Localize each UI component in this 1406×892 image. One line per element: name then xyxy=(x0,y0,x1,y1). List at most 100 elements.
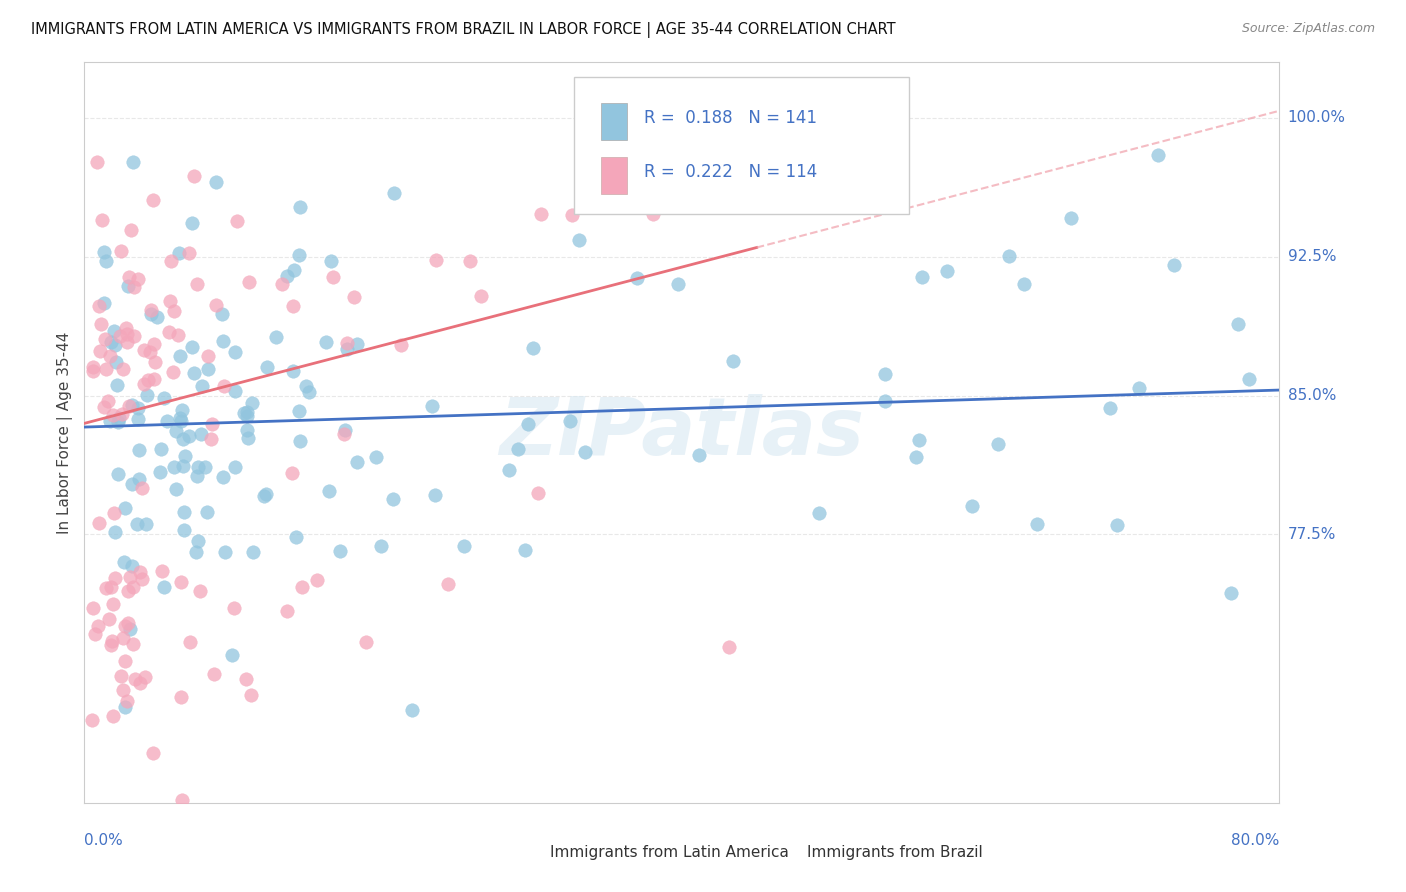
Point xyxy=(224,384,246,398)
Point xyxy=(181,340,204,354)
Point xyxy=(721,354,744,368)
Point xyxy=(236,409,259,424)
Point xyxy=(960,499,983,513)
Point xyxy=(382,186,405,201)
Point xyxy=(117,616,139,631)
Point xyxy=(641,207,664,221)
Text: 0.0%: 0.0% xyxy=(84,833,124,848)
Point xyxy=(498,463,520,477)
Point xyxy=(173,505,195,519)
Point xyxy=(91,212,114,227)
Point xyxy=(280,466,302,480)
Point xyxy=(233,406,256,420)
Point xyxy=(172,459,194,474)
Point xyxy=(235,672,257,686)
Text: Source: ZipAtlas.com: Source: ZipAtlas.com xyxy=(1241,22,1375,36)
Point xyxy=(124,279,146,293)
Text: 100.0%: 100.0% xyxy=(1288,111,1346,126)
Point xyxy=(163,304,186,318)
Point xyxy=(276,269,298,284)
Point xyxy=(128,472,150,486)
Point xyxy=(907,434,929,448)
Point xyxy=(82,364,104,378)
Point xyxy=(224,344,246,359)
Point xyxy=(153,391,176,405)
Point xyxy=(127,412,149,426)
Point xyxy=(90,317,112,331)
Point xyxy=(506,442,529,456)
Point xyxy=(96,581,118,595)
Point xyxy=(283,299,305,313)
Point xyxy=(453,539,475,553)
Point xyxy=(104,337,127,351)
Point xyxy=(332,426,354,441)
Point xyxy=(626,270,648,285)
Point xyxy=(139,345,162,359)
Point xyxy=(125,517,148,532)
Point xyxy=(305,573,328,587)
Point xyxy=(288,404,311,418)
Point xyxy=(240,688,263,702)
Point xyxy=(87,299,110,313)
Point xyxy=(98,414,121,428)
Point xyxy=(458,253,481,268)
Point xyxy=(142,337,165,351)
Point xyxy=(295,379,318,393)
Point xyxy=(873,367,896,381)
Point xyxy=(558,414,581,428)
Point xyxy=(522,341,544,355)
Point xyxy=(346,455,368,469)
Point xyxy=(141,307,163,321)
Point xyxy=(114,654,136,668)
Point xyxy=(128,565,150,579)
Point xyxy=(103,571,125,585)
Text: 92.5%: 92.5% xyxy=(1288,249,1336,264)
Point xyxy=(561,208,583,222)
Point xyxy=(197,362,219,376)
Point xyxy=(211,307,233,321)
Point xyxy=(689,448,711,462)
Point xyxy=(122,580,145,594)
Point xyxy=(1060,211,1083,225)
Text: 80.0%: 80.0% xyxy=(1232,833,1279,848)
Point xyxy=(1227,318,1250,332)
Point xyxy=(94,332,117,346)
Point xyxy=(187,533,209,548)
Point xyxy=(240,396,263,410)
Point xyxy=(108,328,131,343)
Point xyxy=(115,334,138,349)
Point xyxy=(364,450,387,464)
Point xyxy=(100,638,122,652)
Point xyxy=(911,270,934,285)
Point xyxy=(162,365,184,379)
Point xyxy=(131,572,153,586)
Point xyxy=(105,355,128,369)
Point xyxy=(105,378,128,392)
Point xyxy=(401,703,423,717)
Text: 77.5%: 77.5% xyxy=(1288,527,1336,542)
Point xyxy=(122,328,145,343)
Point xyxy=(111,631,134,645)
Point xyxy=(370,540,392,554)
Point xyxy=(574,445,596,459)
Point xyxy=(336,335,359,350)
Text: IMMIGRANTS FROM LATIN AMERICA VS IMMIGRANTS FROM BRAZIL IN LABOR FORCE | AGE 35-: IMMIGRANTS FROM LATIN AMERICA VS IMMIGRA… xyxy=(31,22,896,38)
Point xyxy=(288,247,311,261)
Point xyxy=(117,584,139,599)
Point xyxy=(180,216,202,230)
Point xyxy=(83,627,105,641)
Point xyxy=(127,401,149,416)
Point xyxy=(111,361,134,376)
Point xyxy=(318,483,340,498)
Text: 85.0%: 85.0% xyxy=(1288,388,1336,403)
Point xyxy=(236,405,259,419)
Point xyxy=(118,623,141,637)
Point xyxy=(93,296,115,310)
Point xyxy=(224,460,246,475)
Point xyxy=(214,544,236,558)
Point xyxy=(242,545,264,559)
Point xyxy=(285,530,308,544)
FancyBboxPatch shape xyxy=(575,78,910,214)
Point xyxy=(110,244,132,259)
Point xyxy=(107,467,129,481)
